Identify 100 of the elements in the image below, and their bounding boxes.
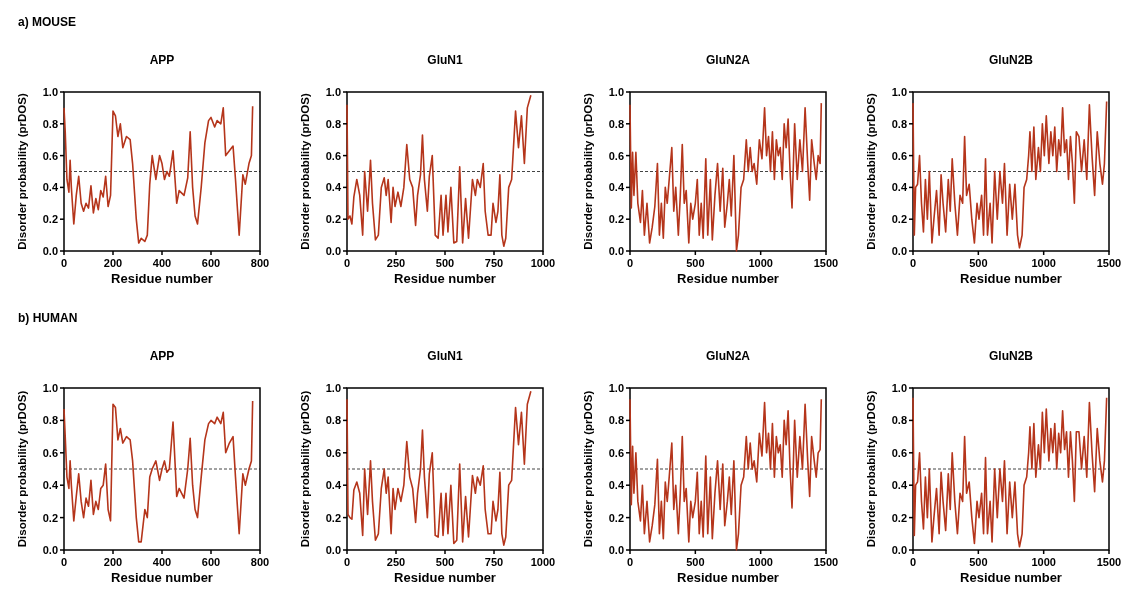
x-tick-label: 0 bbox=[60, 257, 68, 269]
y-tick-label: 1.0 bbox=[608, 382, 624, 394]
chart-title: GluN2B bbox=[988, 349, 1034, 363]
y-axis-title: Disorder probability (prDOS) bbox=[299, 390, 311, 548]
line-series bbox=[346, 390, 532, 546]
x-tick-label: 1000 bbox=[748, 556, 773, 568]
x-tick-label: 200 bbox=[103, 556, 123, 568]
y-axis-title: Disorder probability (prDOS) bbox=[582, 93, 594, 250]
line-series bbox=[629, 398, 823, 551]
y-tick-label: 0.2 bbox=[42, 213, 58, 226]
y-tick-label: 1.0 bbox=[42, 86, 58, 98]
y-axis-title: Disorder probability (prDOS) bbox=[582, 390, 594, 548]
y-tick-label: 0.8 bbox=[891, 117, 907, 130]
x-tick-label: 500 bbox=[969, 556, 988, 568]
y-tick-label: 1.0 bbox=[608, 86, 624, 98]
x-axis-title: Residue number bbox=[960, 271, 1062, 286]
x-tick-label: 500 bbox=[686, 257, 705, 269]
chart-title: GluN2A bbox=[705, 53, 751, 67]
chart-title: APP bbox=[149, 53, 175, 67]
y-tick-label: 0.4 bbox=[608, 181, 625, 194]
x-axis-title: Residue number bbox=[677, 271, 779, 286]
y-tick-label: 0.6 bbox=[891, 446, 907, 459]
chart-title: GluN2A bbox=[705, 349, 751, 363]
x-tick-label: 1500 bbox=[813, 556, 839, 568]
x-tick-label: 200 bbox=[103, 257, 123, 269]
x-tick-label: 1000 bbox=[1031, 257, 1056, 269]
y-tick-label: 0.0 bbox=[608, 245, 624, 257]
y-tick-label: 0.4 bbox=[42, 181, 59, 194]
y-tick-label: 0.8 bbox=[325, 414, 341, 427]
y-tick-label: 0.6 bbox=[608, 446, 624, 459]
y-tick-label: 1.0 bbox=[891, 382, 907, 394]
x-tick-label: 1500 bbox=[1096, 257, 1122, 269]
line-series bbox=[912, 396, 1108, 548]
y-tick-label: 0.2 bbox=[42, 511, 58, 524]
y-tick-label: 0.4 bbox=[891, 181, 908, 194]
x-axis-title: Residue number bbox=[960, 570, 1062, 585]
line-series bbox=[63, 400, 254, 543]
y-tick-label: 0.0 bbox=[42, 544, 58, 556]
y-tick-label: 0.2 bbox=[608, 511, 624, 524]
y-tick-label: 1.0 bbox=[325, 382, 341, 394]
y-tick-label: 0.6 bbox=[325, 446, 341, 459]
x-tick-label: 750 bbox=[484, 556, 504, 568]
x-tick-label: 500 bbox=[435, 257, 455, 269]
x-axis-title: Residue number bbox=[394, 271, 496, 286]
chart-title: GluN2B bbox=[988, 53, 1034, 67]
y-tick-label: 0.8 bbox=[42, 414, 58, 427]
y-tick-label: 0.2 bbox=[608, 213, 624, 226]
x-tick-label: 500 bbox=[435, 556, 455, 568]
x-tick-label: 0 bbox=[343, 556, 351, 568]
x-tick-label: 800 bbox=[250, 556, 270, 568]
y-tick-label: 0.2 bbox=[325, 213, 341, 226]
y-tick-label: 0.4 bbox=[42, 479, 59, 492]
x-tick-label: 0 bbox=[626, 556, 634, 568]
x-tick-label: 400 bbox=[152, 257, 172, 269]
x-tick-label: 800 bbox=[250, 257, 270, 269]
x-tick-label: 0 bbox=[626, 257, 634, 269]
x-axis-title: Residue number bbox=[677, 570, 779, 585]
y-tick-label: 1.0 bbox=[42, 382, 58, 394]
y-tick-label: 0.2 bbox=[891, 511, 907, 524]
text: a) MOUSE bbox=[18, 15, 77, 29]
y-tick-label: 0.2 bbox=[891, 213, 907, 226]
y-tick-label: 0.4 bbox=[325, 181, 342, 194]
y-axis-title: Disorder probability (prDOS) bbox=[16, 390, 28, 548]
x-axis-title: Residue number bbox=[111, 271, 213, 286]
chart-title: APP bbox=[149, 349, 175, 363]
y-tick-label: 0.0 bbox=[608, 544, 624, 556]
y-tick-label: 0.0 bbox=[325, 245, 341, 257]
line-series bbox=[912, 100, 1108, 249]
y-axis-title: Disorder probability (prDOS) bbox=[16, 93, 28, 250]
x-tick-label: 1500 bbox=[813, 257, 839, 269]
y-tick-label: 0.0 bbox=[891, 544, 907, 556]
x-tick-label: 750 bbox=[484, 257, 504, 269]
y-axis-title: Disorder probability (prDOS) bbox=[865, 93, 877, 250]
y-tick-label: 0.2 bbox=[325, 511, 341, 524]
x-tick-label: 500 bbox=[969, 257, 988, 269]
line-series bbox=[346, 94, 532, 248]
x-tick-label: 1500 bbox=[1096, 556, 1122, 568]
y-tick-label: 0.8 bbox=[608, 414, 624, 427]
x-tick-label: 400 bbox=[152, 556, 172, 568]
y-tick-label: 0.6 bbox=[325, 149, 341, 162]
x-tick-label: 600 bbox=[201, 556, 221, 568]
chart-title: GluN1 bbox=[427, 53, 463, 67]
y-tick-label: 0.6 bbox=[42, 149, 58, 162]
x-tick-label: 1000 bbox=[1031, 556, 1056, 568]
x-tick-label: 1000 bbox=[530, 556, 556, 568]
x-tick-label: 600 bbox=[201, 257, 221, 269]
x-tick-label: 0 bbox=[909, 556, 917, 568]
x-tick-label: 1000 bbox=[748, 257, 773, 269]
x-tick-label: 250 bbox=[386, 257, 406, 269]
y-tick-label: 0.6 bbox=[608, 149, 624, 162]
y-tick-label: 0.6 bbox=[891, 149, 907, 162]
y-tick-label: 0.8 bbox=[325, 117, 341, 130]
y-tick-label: 0.4 bbox=[891, 479, 908, 492]
y-tick-label: 0.8 bbox=[891, 414, 907, 427]
x-axis-title: Residue number bbox=[111, 570, 213, 585]
y-tick-label: 1.0 bbox=[325, 86, 341, 98]
x-tick-label: 500 bbox=[686, 556, 705, 568]
y-tick-label: 1.0 bbox=[891, 86, 907, 98]
x-tick-label: 1000 bbox=[530, 257, 556, 269]
x-tick-label: 0 bbox=[60, 556, 68, 568]
